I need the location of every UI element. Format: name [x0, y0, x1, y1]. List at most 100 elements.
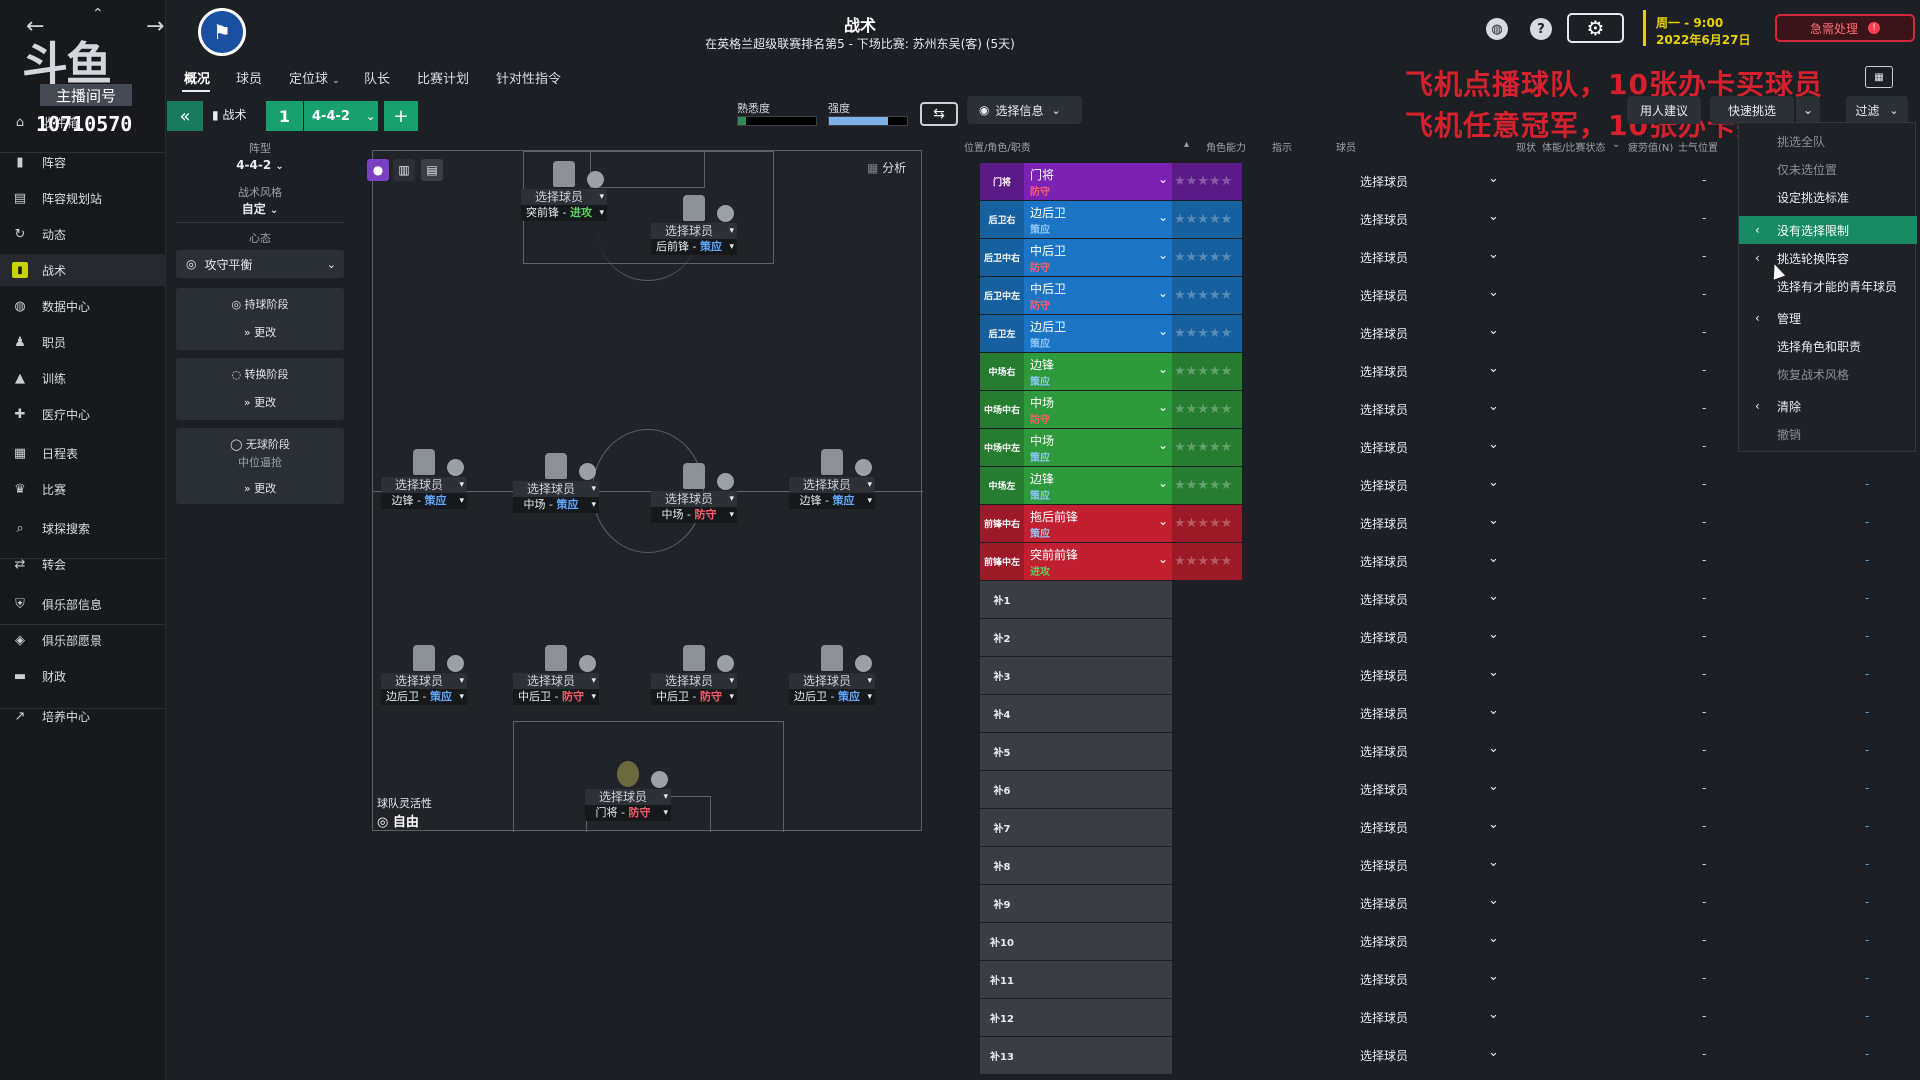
chevron-down-icon[interactable]: ⌄	[1488, 361, 1499, 376]
select-player-dropdown[interactable]: 选择球员	[1360, 593, 1409, 607]
chevron-down-icon[interactable]: ⌄	[1488, 209, 1499, 224]
strength-bar[interactable]	[828, 116, 908, 126]
table-row[interactable]: 后卫中右 中后卫 防守 ⌄ ★★★★★ 选择球员 ⌄ -	[980, 239, 1706, 276]
bench-row[interactable]: 补10 选择球员 ⌄ - -	[980, 923, 1869, 960]
tactic-name[interactable]: ▮ 战术	[212, 106, 246, 123]
col-pos[interactable]: 位置	[1698, 143, 1718, 154]
menu-item-5[interactable]: 选择有才能的青年球员	[1739, 272, 1917, 300]
sidebar-item-4[interactable]: ▮ 战术	[0, 254, 166, 286]
stats-chart-icon[interactable]: ▥	[393, 159, 415, 181]
role-duty-cell[interactable]: 边锋 策应 ⌄	[1024, 353, 1172, 390]
staff-suggestion-button[interactable]: 用人建议	[1627, 96, 1701, 124]
table-row[interactable]: 前锋中右 拖后前锋 策应 ⌄ ★★★★★ 选择球员 ⌄ - -	[980, 505, 1869, 542]
tab-set-pieces[interactable]: 定位球 ⌄	[289, 68, 340, 87]
select-player-dropdown[interactable]: 选择球员	[789, 477, 875, 493]
chevron-down-icon[interactable]: ⌄	[1488, 855, 1499, 870]
col-fitness[interactable]: 体能/比赛状态	[1542, 143, 1606, 154]
select-player-dropdown[interactable]: 选择球员	[1360, 821, 1409, 835]
chevron-down-icon[interactable]: ⌄	[1612, 139, 1621, 150]
transition-card[interactable]: ◌ 转换阶段 » 更改	[176, 358, 344, 420]
role-duty-cell[interactable]: 边后卫 策应 ⌄	[1024, 201, 1172, 238]
menu-item-9[interactable]: ‹ 清除	[1739, 392, 1917, 420]
role-duty-dropdown[interactable]: 后前锋 - 策应	[651, 239, 737, 255]
select-player-dropdown[interactable]: 选择球员	[651, 673, 737, 689]
bench-row[interactable]: 补7 选择球员 ⌄ - -	[980, 809, 1869, 846]
select-player-dropdown[interactable]: 选择球员	[1360, 479, 1409, 493]
role-duty-cell[interactable]: 中场 策应 ⌄	[1024, 429, 1172, 466]
select-player-dropdown[interactable]: 选择球员	[651, 223, 737, 239]
select-player-dropdown[interactable]: 选择球员	[1360, 213, 1409, 227]
bench-row[interactable]: 补11 选择球员 ⌄ - -	[980, 961, 1869, 998]
help-icon[interactable]: ?	[1530, 18, 1552, 40]
role-duty-dropdown[interactable]: 门将 - 防守	[585, 805, 671, 821]
role-duty-cell[interactable]: 边锋 策应 ⌄	[1024, 467, 1172, 504]
select-player-dropdown[interactable]: 选择球员	[1360, 631, 1409, 645]
select-player-dropdown[interactable]: 选择球员	[1360, 745, 1409, 759]
table-row[interactable]: 中场右 边锋 策应 ⌄ ★★★★★ 选择球员 ⌄ -	[980, 353, 1706, 390]
quick-pick-dropdown-toggle[interactable]: ⌄	[1796, 96, 1820, 124]
chevron-down-icon[interactable]: ⌄	[1488, 437, 1499, 452]
menu-item-2[interactable]: 设定挑选标准	[1739, 183, 1917, 211]
pitch-slot[interactable]: 选择球员中场 - 防守	[651, 463, 737, 523]
bench-row[interactable]: 补2 选择球员 ⌄ - -	[980, 619, 1869, 656]
sort-icon[interactable]: ▴	[1184, 139, 1190, 150]
chevron-down-icon[interactable]: ⌄	[1488, 323, 1499, 338]
select-player-dropdown[interactable]: 选择球员	[1360, 707, 1409, 721]
bench-row[interactable]: 补8 选择球员 ⌄ - -	[980, 847, 1869, 884]
select-player-dropdown[interactable]: 选择球员	[1360, 251, 1409, 265]
role-duty-cell[interactable]: 拖后前锋 策应 ⌄	[1024, 505, 1172, 542]
bench-row[interactable]: 补13 选择球员 ⌄ - -	[980, 1037, 1869, 1074]
pitch-slot[interactable]: 选择球员边锋 - 策应	[789, 449, 875, 509]
tab-players[interactable]: 球员	[236, 72, 263, 87]
sidebar-item-2[interactable]: ▤ 阵容规划站	[0, 182, 166, 214]
select-player-dropdown[interactable]: 选择球员	[1360, 859, 1409, 873]
menu-item-8[interactable]: 恢复战术风格	[1739, 360, 1917, 388]
select-player-dropdown[interactable]: 选择球员	[651, 491, 737, 507]
menu-item-10[interactable]: 撤销	[1739, 420, 1917, 448]
role-duty-dropdown[interactable]: 中场 - 防守	[651, 507, 737, 523]
sidebar-item-16[interactable]: ↗ 培养中心	[0, 700, 166, 732]
analysis-button[interactable]: ▦ 分析	[867, 159, 927, 176]
select-player-dropdown[interactable]: 选择球员	[1360, 897, 1409, 911]
tab-match-plan[interactable]: 比赛计划	[417, 72, 470, 87]
select-player-dropdown[interactable]: 选择球员	[789, 673, 875, 689]
club-crest-icon[interactable]: ⚑	[198, 8, 246, 56]
familiarity-bar[interactable]	[737, 116, 817, 126]
table-row[interactable]: 后卫右 边后卫 策应 ⌄ ★★★★★ 选择球员 ⌄ -	[980, 201, 1706, 238]
select-player-dropdown[interactable]: 选择球员	[1360, 1011, 1409, 1025]
player-info-icon[interactable]: ●	[367, 159, 389, 181]
chevron-down-icon[interactable]: ⌄	[1488, 475, 1499, 490]
select-player-dropdown[interactable]: 选择球员	[1360, 289, 1409, 303]
select-player-dropdown[interactable]: 选择球员	[1360, 175, 1409, 189]
role-duty-dropdown[interactable]: 边后卫 - 策应	[381, 689, 467, 705]
select-player-dropdown[interactable]: 选择球员	[1360, 973, 1409, 987]
bench-row[interactable]: 补3 选择球员 ⌄ - -	[980, 657, 1869, 694]
sidebar-item-1[interactable]: ▮ 阵容	[0, 146, 166, 178]
chevron-down-icon[interactable]: ⌄	[1488, 513, 1499, 528]
col-instructions[interactable]: 指示	[1272, 143, 1292, 154]
bench-row[interactable]: 补6 选择球员 ⌄ - -	[980, 771, 1869, 808]
menu-item-4[interactable]: ‹ 挑选轮换阵容	[1739, 244, 1917, 272]
bench-row[interactable]: 补9 选择球员 ⌄ - -	[980, 885, 1869, 922]
chevron-down-icon[interactable]: ⌄	[1488, 551, 1499, 566]
tab-overview[interactable]: 概况	[184, 72, 211, 87]
chevron-down-icon[interactable]: ⌄	[1488, 627, 1499, 642]
role-duty-cell[interactable]: 边后卫 策应 ⌄	[1024, 315, 1172, 352]
bench-row[interactable]: 补5 选择球员 ⌄ - -	[980, 733, 1869, 770]
select-player-dropdown[interactable]: 选择球员	[521, 189, 607, 205]
select-player-dropdown[interactable]: 选择球员	[1360, 517, 1409, 531]
chevron-down-icon[interactable]: ⌄	[1488, 969, 1499, 984]
chevron-down-icon[interactable]: ⌄	[1488, 741, 1499, 756]
select-player-dropdown[interactable]: 选择球员	[381, 477, 467, 493]
sidebar-item-13[interactable]: ⛨ 俱乐部信息	[0, 588, 166, 620]
menu-item-3[interactable]: ‹ 没有选择限制	[1739, 216, 1917, 244]
col-condition[interactable]: 现状	[1516, 143, 1536, 154]
select-player-dropdown[interactable]: 选择球员	[1360, 555, 1409, 569]
menu-item-1[interactable]: 仅未选位置	[1739, 155, 1917, 183]
chevron-down-icon[interactable]: ⌄	[1488, 703, 1499, 718]
role-duty-dropdown[interactable]: 边锋 - 策应	[381, 493, 467, 509]
table-row[interactable]: 中场中左 中场 策应 ⌄ ★★★★★ 选择球员 ⌄ -	[980, 429, 1706, 466]
style-dropdown[interactable]: 自定 ⌄	[176, 200, 344, 217]
col-player[interactable]: 球员	[1336, 143, 1356, 154]
select-player-dropdown[interactable]: 选择球员	[1360, 403, 1409, 417]
